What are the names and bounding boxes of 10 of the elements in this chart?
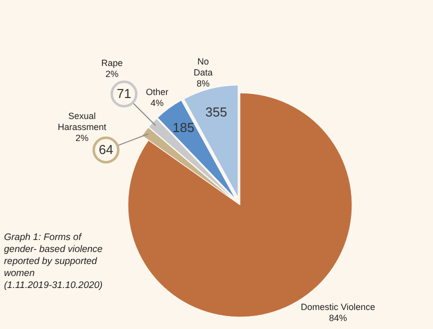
data-label: 71 [116,86,132,101]
text: Graph 1: Forms of gender- based violence reported by supported women (1.11.2019-31.10.2020) [4,232,103,291]
slice-label: Domestic Violence 84% [300,302,376,323]
slice-label: No Data 8% [194,56,213,89]
slice-label: Rape 2% [101,58,123,79]
data-label: 64 [98,142,114,157]
data-label: 355 [205,104,228,120]
slice-label: Sexual Harassment 2% [58,111,107,143]
data-label: 185 [172,120,194,136]
slice-label: Other 4% [146,87,168,108]
